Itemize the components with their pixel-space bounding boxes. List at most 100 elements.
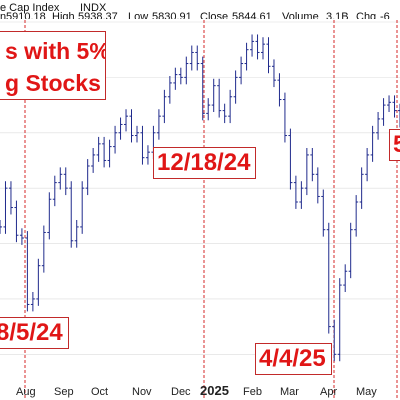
ohlc-bar	[58, 167, 63, 190]
ohlc-bar	[140, 125, 145, 165]
x-tick-label: Nov	[132, 386, 152, 398]
ohlc-bar	[239, 56, 244, 85]
ohlc-bar	[233, 70, 238, 104]
ohlc-bar	[52, 175, 57, 207]
ohlc-bar	[63, 167, 68, 196]
ohlc-bar	[348, 222, 353, 279]
x-tick-label: Feb	[243, 386, 262, 398]
header-low-value: 5830.91	[152, 11, 192, 19]
ohlc-bar	[370, 125, 375, 162]
ohlc-bar	[156, 109, 161, 140]
ohlc-bar	[189, 45, 194, 71]
header-open-value: 5910.18	[6, 11, 46, 19]
chart-header: e Cap Index INDX n 5910.18 High 5938.37 …	[0, 0, 400, 19]
ohlc-bar	[30, 292, 35, 312]
ohlc-bar	[74, 220, 79, 248]
ohlc-bar	[299, 181, 304, 209]
ohlc-bar	[41, 225, 46, 273]
ohlc-bar	[145, 145, 150, 165]
ohlc-bar	[206, 98, 211, 121]
x-tick-label: Oct	[91, 386, 109, 398]
ohlc-bar	[113, 125, 118, 154]
ohlc-bar	[266, 37, 271, 74]
header-volume-label: Volume	[282, 11, 319, 19]
ohlc-bar	[8, 181, 13, 215]
ohlc-bar	[282, 92, 287, 143]
ohlc-bar	[19, 228, 24, 245]
ohlc-bar	[102, 136, 107, 168]
header-close-label: Close	[200, 11, 229, 19]
ohlc-bar	[211, 78, 216, 112]
ohlc-bar	[392, 95, 397, 118]
ohlc-bar	[271, 59, 276, 88]
ohlc-bar	[293, 175, 298, 209]
ohlc-bar	[47, 192, 52, 240]
ohlc-bar	[288, 128, 293, 190]
x-tick-label: 2025	[200, 383, 229, 398]
ohlc-bar	[217, 78, 222, 118]
x-tick-label: Aug	[16, 386, 36, 398]
ohlc-bar	[96, 136, 101, 162]
ohlc-bar	[91, 148, 96, 173]
title-line-2: g Stocks	[5, 70, 101, 96]
ohlc-bar	[365, 148, 370, 182]
ohlc-bar	[3, 181, 8, 234]
chart-title-box: s with 5% g Stocks	[0, 31, 106, 100]
ohlc-bar	[173, 67, 178, 90]
ohlc-bar	[222, 103, 227, 124]
ohlc-bar	[326, 222, 331, 334]
x-tick-label: Mar	[280, 386, 299, 398]
ohlc-bar	[124, 109, 129, 132]
ohlc-bar	[250, 34, 255, 57]
ohlc-bar	[315, 167, 320, 204]
header-high-label: High	[52, 11, 75, 19]
annotation-apr-4: 4/4/25	[255, 343, 332, 375]
ohlc-bar	[178, 67, 183, 85]
ohlc-bar	[310, 148, 315, 182]
x-tick-label: Sep	[54, 386, 74, 398]
annotation-dec-18: 12/18/24	[153, 147, 257, 179]
ohlc-bar	[255, 34, 260, 60]
ohlc-bar	[321, 189, 326, 237]
ohlc-bar	[277, 73, 282, 107]
x-tick-label: Apr	[320, 386, 338, 398]
x-tick-label: May	[356, 386, 377, 398]
header-symbol: INDX	[80, 2, 107, 14]
header-volume-value: 3.1B	[326, 11, 349, 19]
ohlc-bar	[25, 231, 30, 312]
ohlc-bar	[332, 319, 337, 362]
annotation-may: 5	[389, 129, 400, 161]
ohlc-bar	[359, 167, 364, 209]
ohlc-bar	[162, 89, 167, 124]
header-low-label: Low	[128, 11, 149, 19]
header-title: e Cap Index	[0, 2, 60, 14]
ohlc-bar	[195, 45, 200, 71]
ohlc-bar	[134, 125, 139, 143]
ohlc-bar	[343, 264, 348, 292]
ohlc-bar	[36, 258, 41, 306]
ohlc-bar	[200, 56, 205, 121]
ohlc-bar	[184, 56, 189, 85]
annotation-aug-5: 8/5/24	[0, 317, 69, 349]
ohlc-bar	[337, 278, 342, 362]
ohlc-bar	[304, 148, 309, 196]
ohlc-bar	[228, 89, 233, 124]
ohlc-bar	[80, 181, 85, 234]
ohlc-bar	[0, 220, 2, 234]
header-close-value: 5844.61	[232, 11, 272, 19]
header-open-label: n	[0, 11, 7, 19]
ohlc-bar	[107, 139, 112, 168]
ohlc-bar	[118, 117, 123, 140]
ohlc-bar	[261, 37, 266, 60]
header-chg-value: -6	[380, 11, 390, 19]
ohlc-bar	[129, 109, 134, 143]
ohlc-bar	[244, 42, 249, 71]
ohlc-bar	[381, 98, 386, 126]
header-high-value: 5938.37	[78, 11, 118, 19]
ohlc-bar	[14, 200, 19, 243]
ohlc-bar	[354, 195, 359, 237]
x-tick-label: Dec	[171, 386, 191, 398]
ohlc-bar	[387, 95, 392, 112]
title-line-1: s with 5%	[5, 38, 106, 64]
